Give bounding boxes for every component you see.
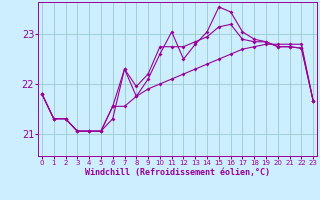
X-axis label: Windchill (Refroidissement éolien,°C): Windchill (Refroidissement éolien,°C) — [85, 168, 270, 177]
